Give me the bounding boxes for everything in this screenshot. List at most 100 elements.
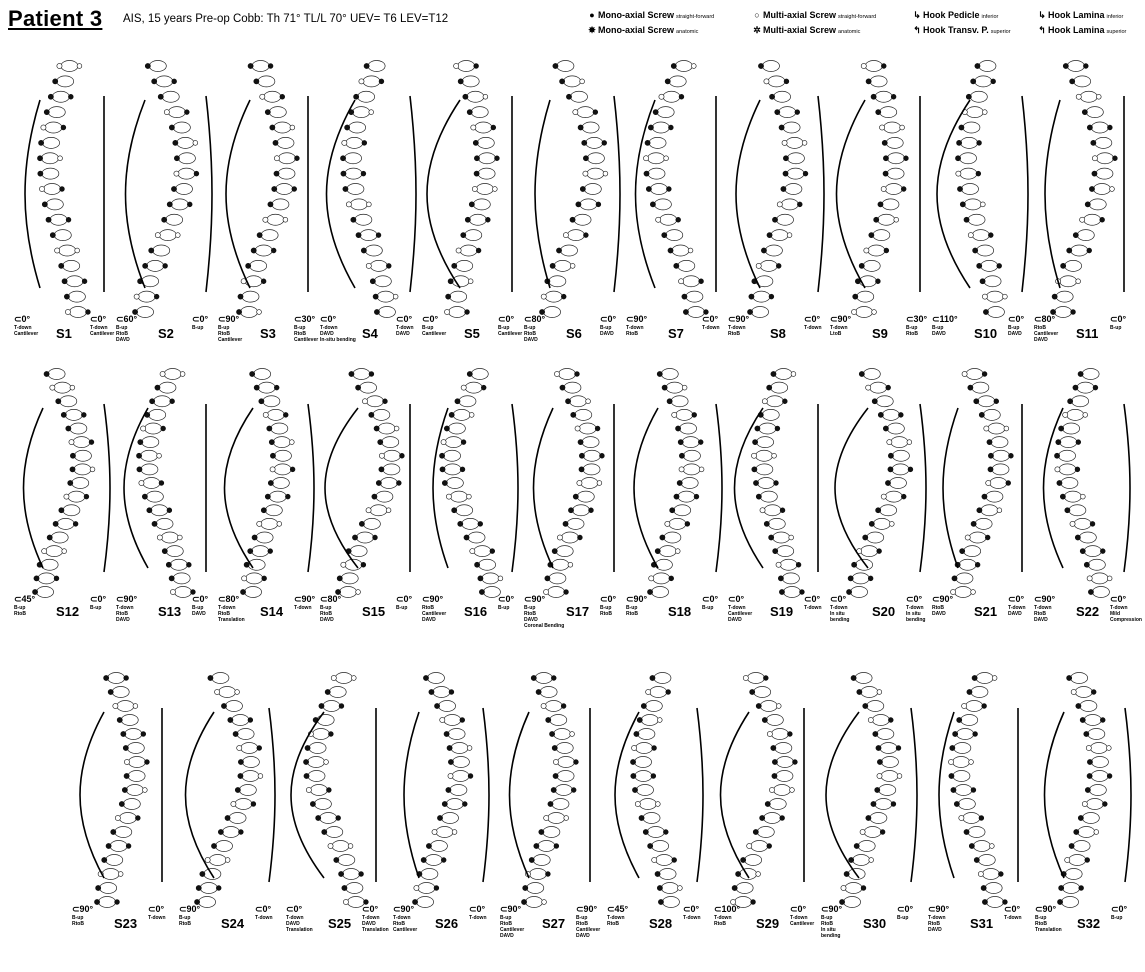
screw-icon bbox=[666, 186, 672, 192]
left-rod bbox=[225, 99, 251, 289]
screw-icon bbox=[151, 78, 158, 85]
screw-icon bbox=[105, 843, 112, 849]
screw-icon bbox=[166, 201, 173, 208]
vertebra-icon bbox=[36, 586, 54, 598]
right-rod-angle: ⊂30° bbox=[294, 314, 316, 324]
screw-icon bbox=[631, 745, 638, 751]
screw-icon bbox=[1074, 466, 1081, 473]
screw-icon bbox=[294, 155, 300, 161]
vertebra-icon bbox=[782, 572, 800, 585]
screw-icon bbox=[851, 309, 857, 315]
vertebra-icon bbox=[779, 558, 798, 571]
left-rod bbox=[426, 99, 461, 289]
vertebra-icon bbox=[236, 728, 255, 740]
left-rod-maneuver: LtoB bbox=[830, 331, 842, 337]
vertebra-icon bbox=[208, 854, 227, 866]
screw-icon bbox=[348, 371, 355, 377]
vertebra-icon bbox=[556, 770, 575, 782]
left-rod-angle: ⊂90° bbox=[1035, 904, 1057, 914]
screw-icon bbox=[874, 787, 881, 793]
screw-icon bbox=[1056, 480, 1063, 486]
vertebra-icon bbox=[526, 882, 545, 894]
screw-icon bbox=[396, 480, 402, 486]
vertebra-icon bbox=[334, 672, 353, 684]
screw-icon bbox=[907, 466, 914, 473]
vertebra-icon bbox=[1058, 463, 1077, 476]
vertebra-icon bbox=[362, 75, 381, 88]
vertebra-icon bbox=[1081, 368, 1100, 380]
vertebra-icon bbox=[1073, 518, 1092, 530]
strategy-label: S8 bbox=[770, 326, 786, 341]
vertebra-icon bbox=[165, 545, 184, 557]
screw-icon bbox=[59, 186, 65, 192]
screw-icon bbox=[1084, 201, 1091, 208]
left-rod-maneuver: In-situ bending bbox=[320, 337, 356, 343]
screw-icon bbox=[982, 899, 988, 905]
screw-icon bbox=[552, 773, 559, 779]
left-rod bbox=[24, 99, 41, 289]
screw-icon bbox=[1073, 829, 1080, 835]
vertebra-icon bbox=[44, 121, 63, 134]
screw-icon bbox=[122, 745, 129, 751]
right-rod bbox=[613, 95, 621, 293]
vertebra-icon bbox=[878, 784, 897, 796]
screw-icon bbox=[464, 216, 471, 223]
screw-icon bbox=[948, 759, 954, 765]
screw-icon bbox=[451, 507, 458, 514]
screw-icon bbox=[651, 857, 658, 863]
screw-icon bbox=[965, 93, 972, 100]
vertebra-icon bbox=[972, 840, 991, 852]
screw-icon bbox=[766, 384, 773, 391]
screw-icon bbox=[1070, 689, 1077, 695]
screw-icon bbox=[535, 689, 542, 695]
screw-icon bbox=[230, 801, 237, 807]
screw-icon bbox=[575, 201, 582, 208]
screw-icon bbox=[1002, 899, 1008, 905]
screw-icon bbox=[1072, 232, 1079, 239]
left-rod-maneuver: DAVD bbox=[932, 331, 946, 337]
left-rod-maneuver: T-down bbox=[928, 915, 946, 921]
vertebra-icon bbox=[544, 700, 563, 712]
vertebra-icon bbox=[856, 290, 875, 303]
implant-legend: ● Mono-axial Screw straight-forward ○ Multi-… bbox=[586, 7, 1145, 47]
left-rod-maneuver: T-down bbox=[320, 325, 338, 331]
screw-icon bbox=[759, 507, 766, 514]
vertebra-icon bbox=[886, 167, 905, 180]
vertebra-icon bbox=[681, 436, 700, 448]
screw-icon bbox=[792, 759, 798, 765]
screw-icon bbox=[876, 548, 882, 554]
screw-icon bbox=[644, 139, 651, 146]
right-rod-maneuver: T-down bbox=[396, 325, 414, 331]
screw-icon bbox=[645, 186, 652, 192]
screw-icon bbox=[579, 186, 586, 192]
left-rod-angle: ⊂90° bbox=[728, 314, 750, 324]
right-rod-maneuver: T-down bbox=[1008, 605, 1026, 611]
screw-icon bbox=[467, 773, 474, 779]
screw-icon bbox=[156, 534, 163, 541]
right-rod-angle: ⊂0° bbox=[1008, 314, 1025, 324]
right-rod-angle: ⊂0° bbox=[1004, 904, 1021, 914]
screw-icon bbox=[963, 216, 970, 223]
vertebra-icon bbox=[638, 798, 657, 810]
vertebra-icon bbox=[636, 784, 654, 796]
screw-icon bbox=[363, 899, 369, 905]
vertebra-icon bbox=[56, 518, 75, 530]
screw-icon bbox=[522, 885, 529, 891]
vertebra-icon bbox=[767, 518, 786, 530]
screw-icon bbox=[1100, 717, 1106, 723]
screw-icon bbox=[453, 63, 460, 69]
vertebra-icon bbox=[1058, 449, 1076, 462]
screw-icon bbox=[1099, 217, 1105, 223]
left-rod-maneuver: RtoB bbox=[500, 921, 512, 927]
right-rod-angle: ⊂90° bbox=[294, 594, 316, 604]
screw-icon bbox=[451, 262, 458, 269]
screw-icon bbox=[875, 278, 881, 284]
screw-icon bbox=[362, 398, 368, 405]
screw-icon bbox=[60, 124, 67, 131]
right-rod-maneuver: DAVD bbox=[600, 331, 614, 337]
vertebra-icon bbox=[786, 167, 805, 180]
vertebra-icon bbox=[458, 395, 477, 408]
screw-icon bbox=[431, 829, 438, 835]
right-rod-angle: ⊂0° bbox=[702, 594, 719, 604]
vertebra-icon bbox=[99, 882, 118, 894]
